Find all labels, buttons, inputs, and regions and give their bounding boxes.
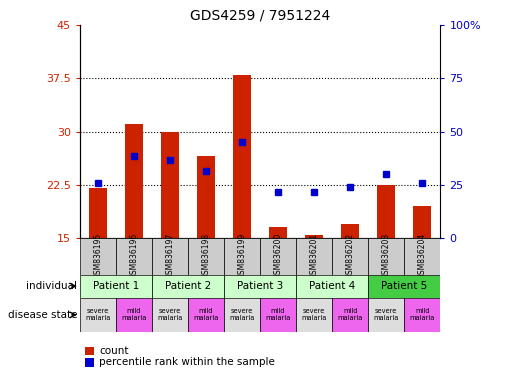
Text: severe
malaria: severe malaria — [301, 308, 327, 321]
Bar — [152, 275, 224, 298]
Bar — [296, 298, 332, 332]
Bar — [296, 238, 332, 275]
Bar — [332, 298, 368, 332]
Bar — [224, 275, 296, 298]
Bar — [404, 238, 440, 275]
Text: percentile rank within the sample: percentile rank within the sample — [99, 358, 276, 367]
Bar — [296, 275, 368, 298]
Bar — [233, 74, 251, 238]
Text: GSM836195: GSM836195 — [93, 233, 102, 280]
Bar — [116, 298, 152, 332]
Text: GSM836198: GSM836198 — [201, 233, 211, 280]
Bar — [368, 275, 440, 298]
Bar — [188, 298, 224, 332]
Text: Patient 3: Patient 3 — [237, 281, 283, 291]
Text: individual: individual — [26, 281, 77, 291]
Text: GSM836196: GSM836196 — [129, 233, 139, 280]
Bar — [152, 238, 188, 275]
Text: mild
malaria: mild malaria — [265, 308, 291, 321]
Title: GDS4259 / 7951224: GDS4259 / 7951224 — [190, 8, 330, 22]
Text: GSM836203: GSM836203 — [382, 233, 391, 280]
Bar — [332, 238, 368, 275]
Text: GSM836199: GSM836199 — [237, 233, 247, 280]
Text: Patient 1: Patient 1 — [93, 281, 139, 291]
Text: GSM836200: GSM836200 — [273, 233, 283, 280]
Text: Patient 5: Patient 5 — [381, 281, 427, 291]
Bar — [197, 156, 215, 238]
Bar — [260, 298, 296, 332]
Bar — [80, 298, 116, 332]
Text: disease state: disease state — [8, 310, 77, 320]
Bar — [368, 238, 404, 275]
Text: severe
malaria: severe malaria — [229, 308, 255, 321]
Bar — [341, 224, 359, 238]
Text: mild
malaria: mild malaria — [409, 308, 435, 321]
Text: count: count — [99, 346, 129, 356]
Bar — [224, 238, 260, 275]
Text: mild
malaria: mild malaria — [121, 308, 147, 321]
Bar — [188, 238, 224, 275]
Bar — [224, 298, 260, 332]
Text: GSM836197: GSM836197 — [165, 233, 175, 280]
Text: severe
malaria: severe malaria — [373, 308, 399, 321]
Bar — [305, 235, 323, 238]
Text: mild
malaria: mild malaria — [193, 308, 219, 321]
Text: mild
malaria: mild malaria — [337, 308, 363, 321]
Bar — [377, 185, 396, 238]
Text: GSM836202: GSM836202 — [346, 233, 355, 280]
Bar — [260, 238, 296, 275]
Bar — [125, 124, 143, 238]
Bar — [80, 238, 116, 275]
Text: GSM836204: GSM836204 — [418, 233, 427, 280]
Text: Patient 2: Patient 2 — [165, 281, 211, 291]
Bar — [116, 238, 152, 275]
Bar — [161, 131, 179, 238]
Text: GSM836201: GSM836201 — [310, 233, 319, 280]
Bar — [269, 227, 287, 238]
Text: severe
malaria: severe malaria — [157, 308, 183, 321]
Bar — [80, 275, 152, 298]
Bar — [404, 298, 440, 332]
Bar — [152, 298, 188, 332]
Bar — [368, 298, 404, 332]
Text: severe
malaria: severe malaria — [85, 308, 111, 321]
Text: Patient 4: Patient 4 — [309, 281, 355, 291]
Bar — [89, 189, 107, 238]
Bar — [414, 206, 432, 238]
